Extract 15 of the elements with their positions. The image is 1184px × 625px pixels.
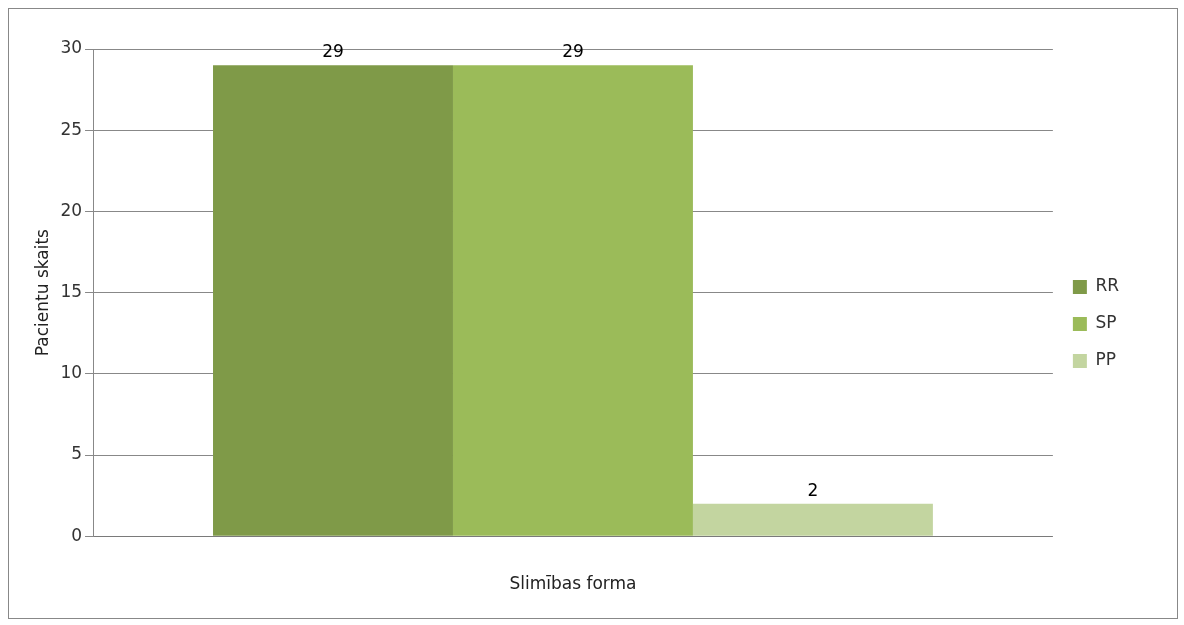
y-tick-label: 30: [60, 37, 83, 58]
y-tick-label: 25: [60, 118, 83, 139]
x-axis-title: Slimības forma: [509, 573, 637, 594]
data-label: 2: [807, 479, 819, 500]
y-tick-label: 15: [60, 281, 83, 302]
y-tick-label: 0: [71, 524, 83, 545]
y-tick-label: 20: [60, 199, 83, 220]
y-tick-label: 10: [60, 362, 83, 383]
legend-label: SP: [1095, 312, 1117, 333]
legend-label: RR: [1095, 275, 1120, 296]
data-label: 29: [562, 41, 584, 62]
y-axis-title: Pacientu skaits: [31, 228, 52, 357]
legend-label: PP: [1095, 349, 1116, 370]
y-tick-label: 5: [71, 443, 83, 464]
data-label: 29: [322, 41, 344, 62]
